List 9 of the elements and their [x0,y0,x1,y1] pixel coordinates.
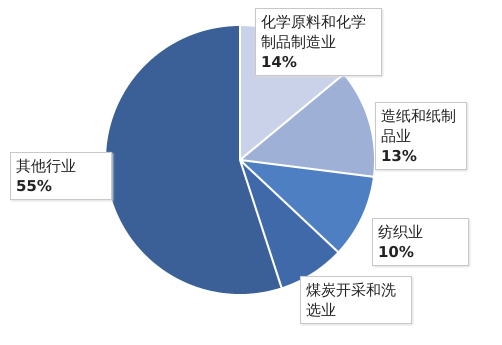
slice-label: 煤炭开采和洗选业 [306,280,397,320]
data-label: 14% [261,52,298,72]
slice-label: 化学原料和化学制品制造业 [261,12,367,52]
slice-label: 其他行业 [16,156,77,176]
slice-label: 造纸和纸制品业 [381,106,457,146]
data-label: 13% [381,146,418,166]
data-label: 55% [16,176,53,196]
slice-label: 纺织业 [378,222,424,242]
data-label: 10% [378,242,415,262]
